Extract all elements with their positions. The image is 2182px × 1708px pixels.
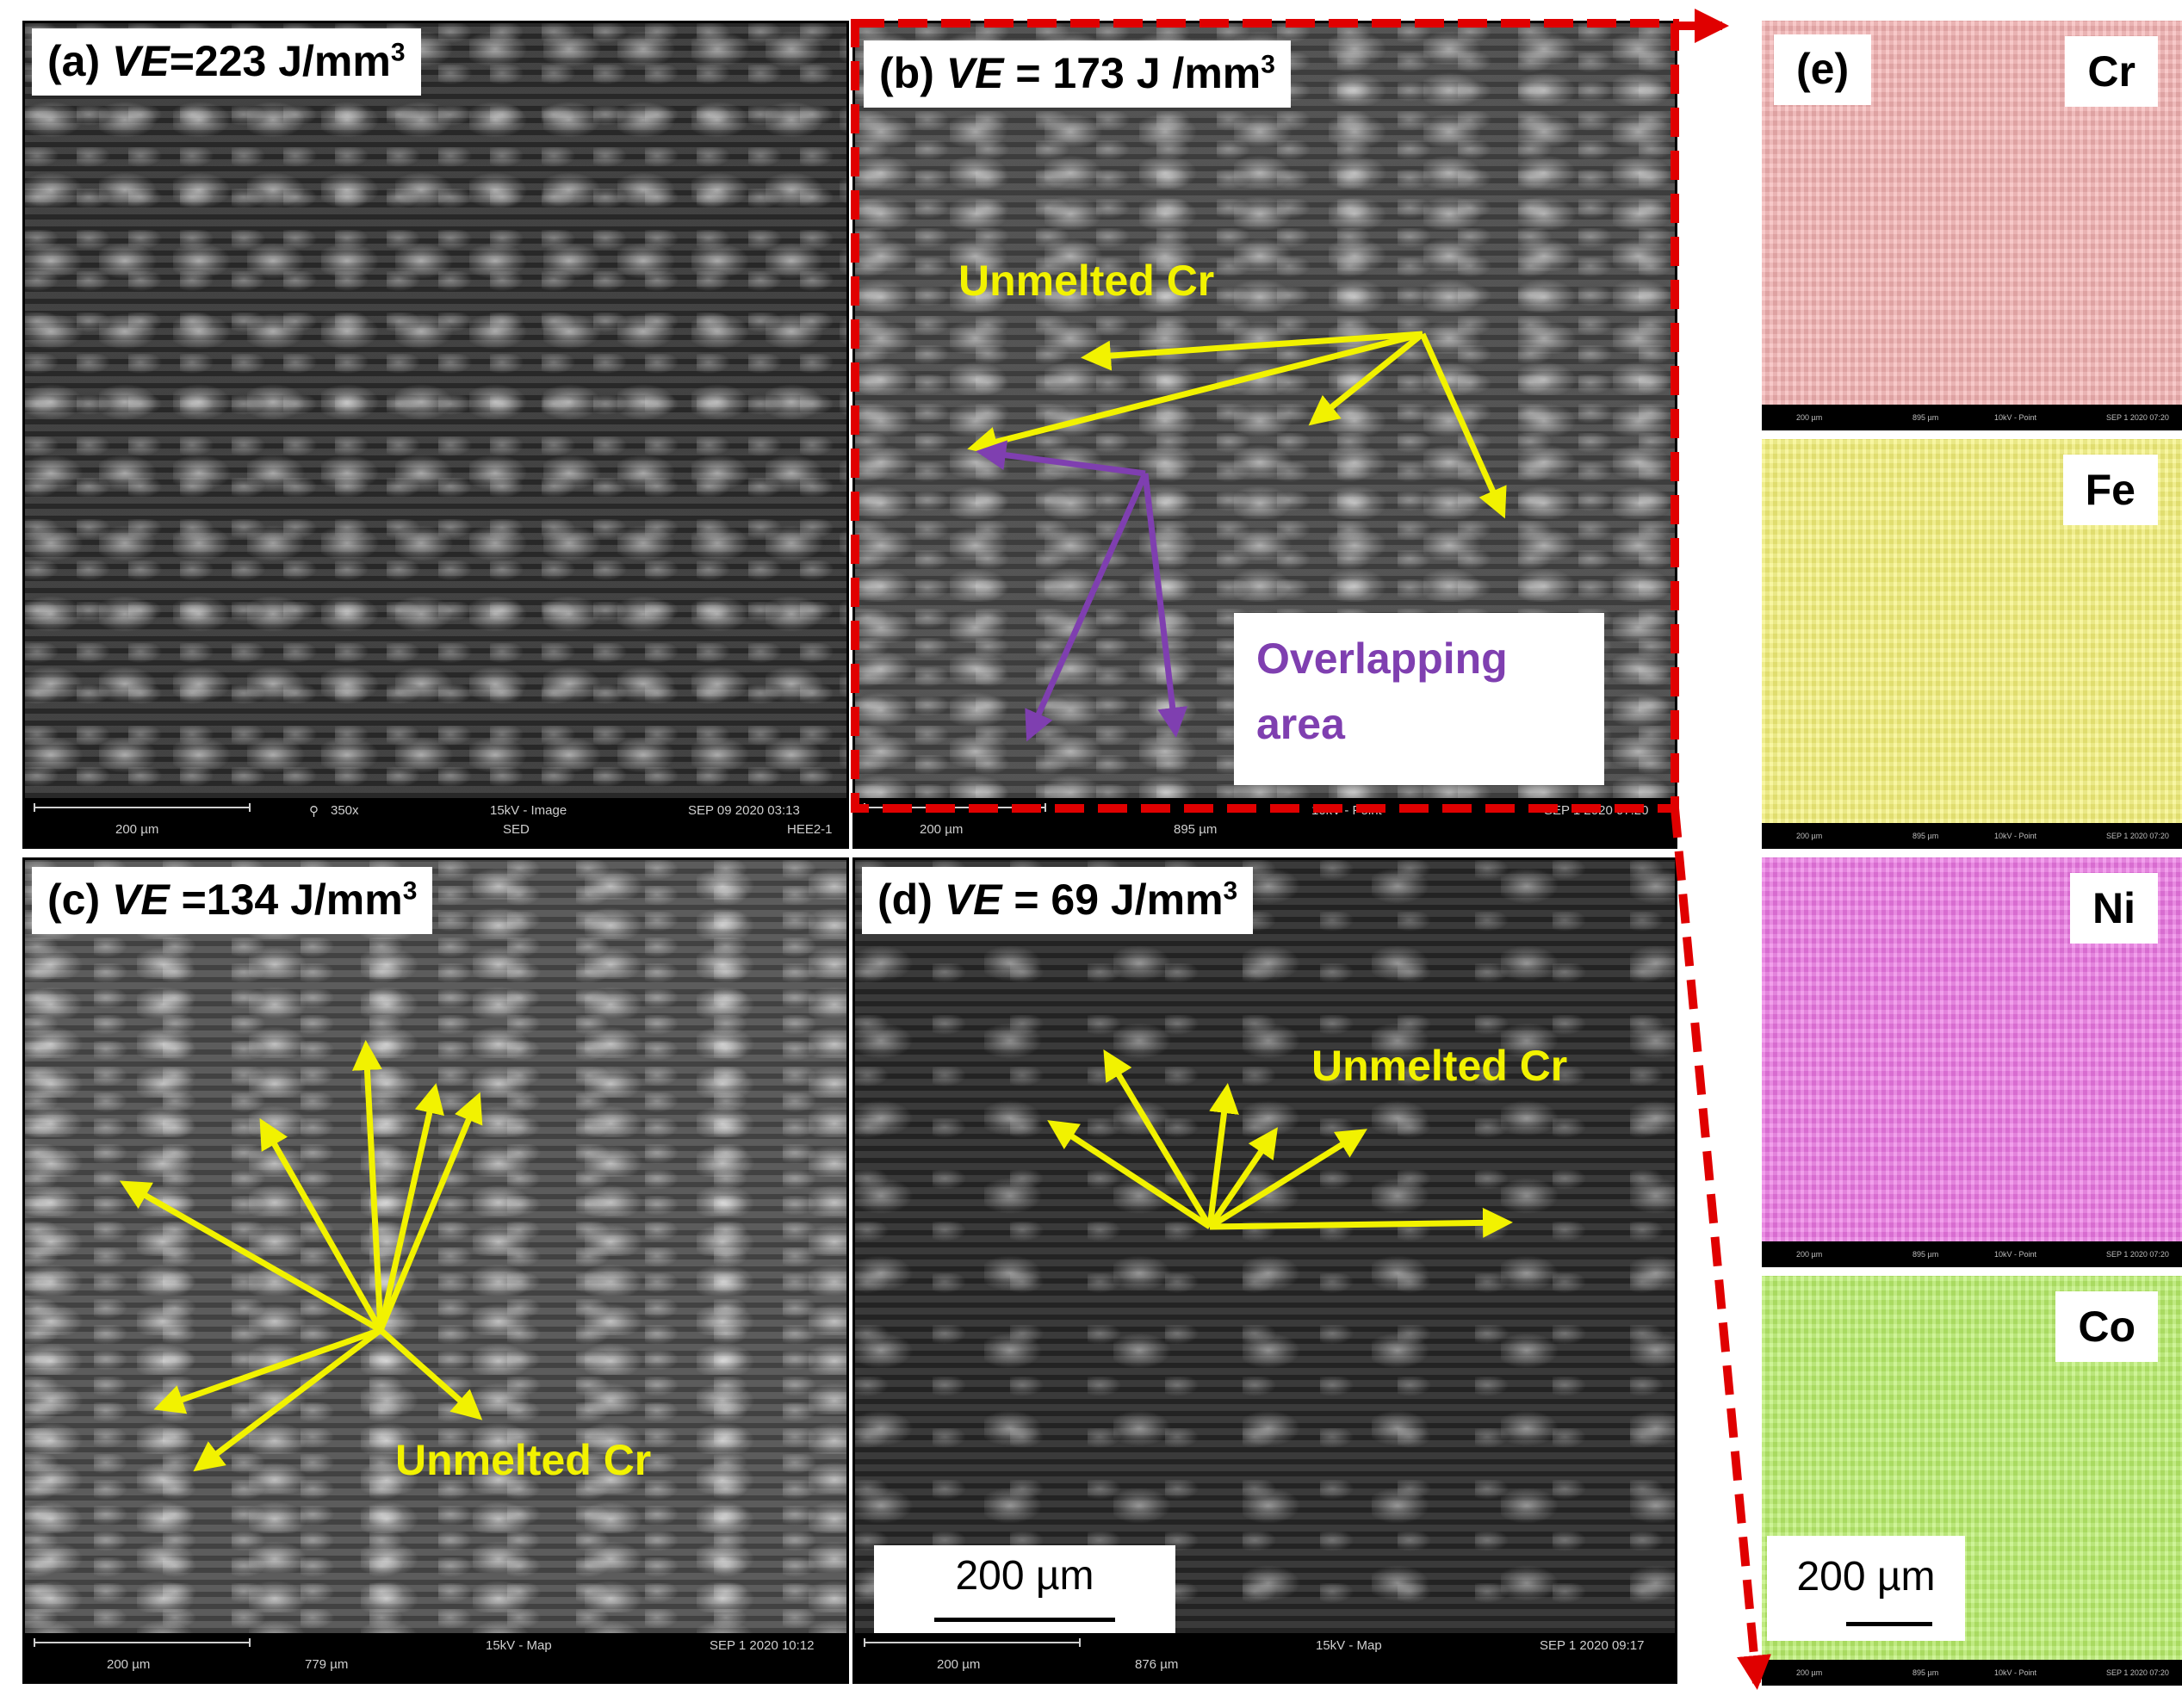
panel-c-label: (c) VE =134 J/mm3 [32,867,433,934]
panel-a-label: (a) VE=223 J/mm3 [32,28,421,96]
panel-a: (a) VE=223 J/mm3 200 µm ⚲ 350x 15kV - Im… [22,21,849,849]
element-label-co: Co [2055,1291,2158,1362]
scale-bar-d: 200 µm [874,1545,1175,1640]
annotation-unmelted-cr-b: Unmelted Cr [958,257,1215,305]
panel-d-label: (d) VE = 69 J/mm3 [862,867,1254,934]
element-map-ni: Ni 200 µm 895 µm 10kV - Point SEP 1 2020 07:… [1762,857,2182,1267]
sem-image-c [25,860,846,1633]
map-infobar-cr: 200 µm 895 µm 10kV - Point SEP 1 2020 07:20 [1762,405,2182,430]
panel-b-label: (b) VE = 173 J /mm3 [864,40,1291,108]
overlapping-box: Overlapping area [1234,613,1604,785]
sem-image-a [25,23,846,798]
map-infobar-co: 200 µm 895 µm 10kV - Point SEP 1 2020 07:20 [1762,1660,2182,1686]
map-image-ni [1762,857,2182,1241]
panel-c: (c) VE =134 J/mm3 Unmelted Cr 200 µm 779… [22,857,849,1684]
element-label-fe: Fe [2062,455,2158,525]
sem-image-d [855,860,1675,1633]
element-map-fe: Fe 200 µm 895 µm 10kV - Point SEP 1 2020 07:… [1762,439,2182,849]
annotation-unmelted-cr-d: Unmelted Cr [1311,1042,1568,1090]
map-infobar-ni: 200 µm 895 µm 10kV - Point SEP 1 2020 07:20 [1762,1241,2182,1267]
infobar-c: 200 µm 779 µm 15kV - Map SEP 1 2020 10:1… [25,1633,846,1681]
map-infobar-fe: 200 µm 895 µm 10kV - Point SEP 1 2020 07:20 [1762,823,2182,849]
panel-d: (d) VE = 69 J/mm3 Unmelted Cr 200 µm 200… [852,857,1677,1684]
scale-bar-e: 200 µm [1767,1536,1965,1641]
connector-bottom [1671,808,1771,1690]
element-map-cr: Cr 200 µm 895 µm 10kV - Point SEP 1 2020 07:… [1762,21,2182,430]
magnifier-icon: ⚲ [309,804,319,819]
infobar-a: 200 µm ⚲ 350x 15kV - Image SED SEP 09 20… [25,798,846,846]
annotation-unmelted-cr-c: Unmelted Cr [395,1436,652,1484]
panel-e-label: (e) [1774,34,1872,105]
infobar-d: 200 µm 876 µm 15kV - Map SEP 1 2020 09:1… [855,1633,1675,1681]
element-label-ni: Ni [2070,873,2158,944]
panel-b: (b) VE = 173 J /mm3 Unmelted Cr Overlapp… [852,21,1677,849]
infobar-b: 200 µm 895 µm 10kV - Point SEP 1 2020 07… [855,798,1675,846]
element-label-cr: Cr [2065,36,2158,107]
